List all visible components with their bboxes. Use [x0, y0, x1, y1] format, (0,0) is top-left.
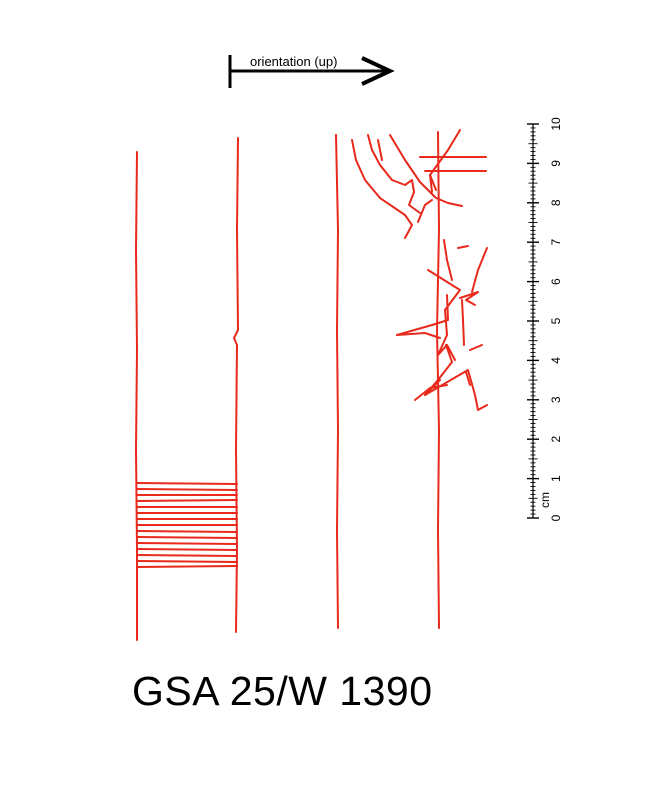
scale-number: 4 [549, 357, 563, 364]
scale-number: 2 [549, 436, 563, 443]
catalogue-caption: GSA 25/W 1390 [132, 668, 433, 714]
scale-bar [527, 123, 539, 519]
scratch-marks [351, 129, 488, 411]
orientation-arrow [228, 55, 395, 88]
strip-left-edge [135, 151, 138, 641]
scale-number: 3 [549, 396, 563, 403]
scale-number: 9 [549, 160, 563, 167]
incised-lines [135, 129, 488, 641]
scale-number: 0 [549, 514, 563, 521]
scale-number: 5 [549, 317, 563, 324]
scale-number: 10 [549, 117, 563, 131]
scale-number: 6 [549, 278, 563, 285]
strip-right-edge [233, 137, 239, 633]
scale-number: 7 [549, 239, 563, 246]
hatching-lines [136, 482, 238, 568]
orientation-label: orientation (up) [250, 54, 337, 69]
scale-numbers: 0 1 2 3 4 5 6 7 8 9 10 [549, 117, 563, 521]
scale-unit: cm [538, 492, 552, 508]
strip2-left-edge [335, 134, 339, 629]
scale-number: 1 [549, 475, 563, 482]
scale-number: 8 [549, 199, 563, 206]
